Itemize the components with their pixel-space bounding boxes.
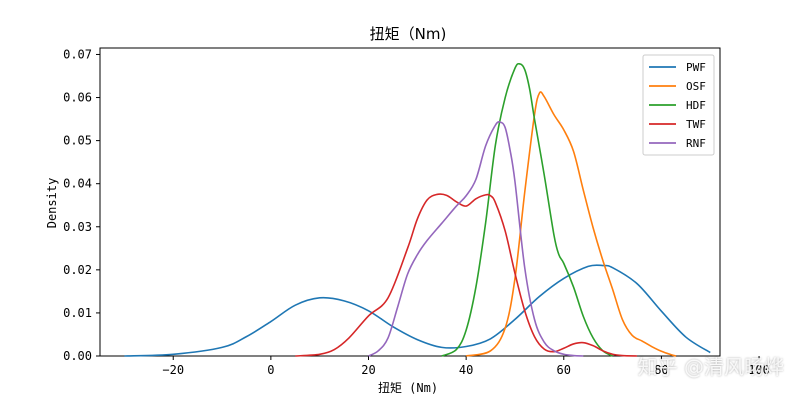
x-tick-label: 0 [267,363,274,377]
legend-label-hdf: HDF [686,99,706,112]
series-line-rnf [368,121,584,357]
legend-label-rnf: RNF [686,137,706,150]
legend-label-twf: TWF [686,118,706,131]
x-axis-label: 扭矩 (Nm) [378,381,438,395]
x-tick-label: −20 [162,363,184,377]
series-line-twf [295,193,638,357]
series-line-hdf [441,62,613,357]
x-tick-label: 100 [748,363,770,377]
legend-box [642,54,715,156]
y-tick-label: 0.07 [63,47,92,61]
chart-title: 扭矩（Nm) [370,25,447,43]
x-axis: −20 0 20 40 60 80 100 [162,356,770,377]
y-axis-label: Density [45,178,59,229]
x-tick-label: 20 [361,363,375,377]
plot-frame [99,47,721,357]
watermark: 知乎 @清风旸烨 [637,355,784,379]
series-line-pwf [124,264,711,357]
y-tick-label: 0.00 [63,349,92,363]
plot-area [99,47,721,357]
x-tick-label: 60 [557,363,571,377]
y-tick-label: 0.03 [63,220,92,234]
y-tick-label: 0.02 [63,263,92,277]
x-tick-label: 80 [654,363,668,377]
series-line-osf [465,91,677,357]
y-tick-label: 0.05 [63,134,92,148]
y-tick-label: 0.04 [63,177,92,191]
y-axis: 0.00 0.01 0.02 0.03 0.04 0.05 0.06 0.07 [63,47,100,363]
series-group [124,62,711,357]
y-tick-label: 0.01 [63,306,92,320]
legend: PWF OSF HDF TWF RNF [642,54,715,156]
x-tick-label: 40 [459,363,473,377]
y-tick-label: 0.06 [63,91,92,105]
legend-label-pwf: PWF [686,61,706,74]
legend-label-osf: OSF [686,80,706,93]
